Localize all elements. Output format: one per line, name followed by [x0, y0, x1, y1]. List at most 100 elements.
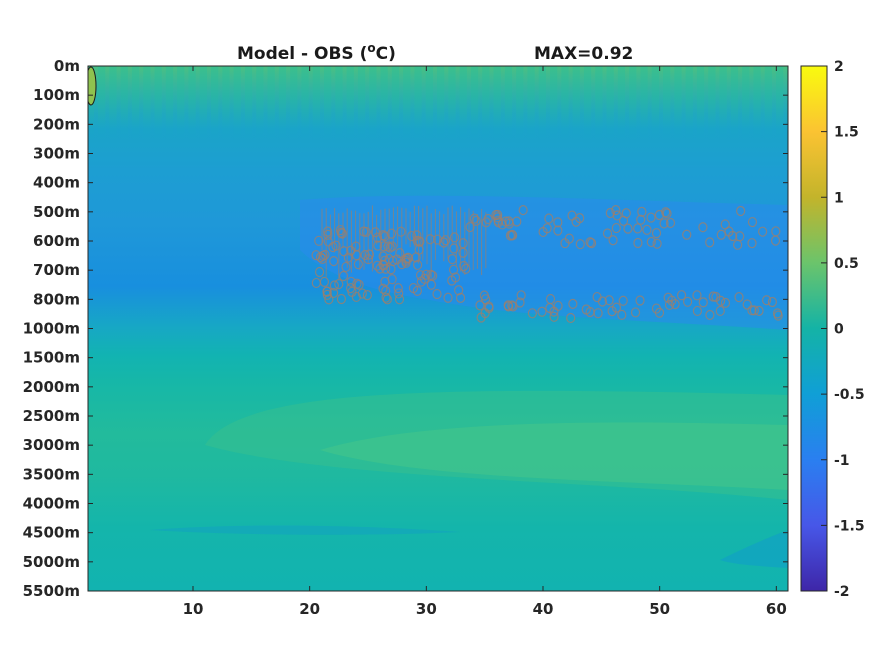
x-tick-label: 30 [416, 600, 437, 618]
contour-glyph [362, 290, 372, 301]
contour-glyph [742, 299, 752, 310]
surface-stripe [772, 66, 776, 146]
contour-glyph [458, 247, 468, 258]
contour-glyph [652, 238, 662, 249]
contour-glyph [593, 308, 603, 319]
y-tick-label: 2500m [23, 407, 80, 425]
contour-glyph [736, 205, 746, 217]
contour-glyph [449, 232, 460, 243]
surface-stripe [207, 66, 211, 146]
contour-glyph [476, 312, 486, 323]
surface-stripe [704, 66, 709, 146]
contour-glyph [636, 214, 646, 225]
surface-stripe [659, 66, 663, 146]
colorbar-ticks: 2 1.5 1 0.5 0 -0.5 -1 -1.5 -2 [821, 59, 865, 600]
surface-stripe [240, 66, 245, 146]
contour-glyph [319, 276, 329, 288]
max-value-label: MAX=0.92 [534, 44, 633, 64]
contour-glyph [447, 275, 457, 286]
contour-glyph [642, 224, 652, 235]
surface-stripe [512, 66, 517, 146]
contour-glyph [754, 305, 764, 316]
surface-stripe [252, 66, 257, 146]
contour-glyph [654, 209, 665, 221]
contour-glyph [382, 294, 392, 305]
y-tick-label: 300m [33, 145, 80, 163]
contour-glyph [322, 289, 332, 300]
contour-glyph [549, 311, 559, 322]
surface-stripe [647, 66, 652, 146]
contour-glyph [479, 290, 489, 301]
contour-glyph [465, 221, 475, 233]
contour-glyph [323, 226, 333, 237]
contour-glyph [403, 252, 413, 263]
contour-glyph [747, 216, 758, 228]
contour-glyph [633, 237, 643, 249]
contour-glyph [715, 305, 725, 317]
contour-glyph [471, 215, 481, 226]
contour-glyph [553, 217, 563, 228]
contour-glyph [646, 212, 656, 223]
contour-glyph [461, 263, 471, 274]
surface-stripe [150, 66, 155, 146]
contour-glyph [346, 276, 356, 287]
contour-glyph [682, 229, 692, 240]
contour-glyph [608, 235, 618, 246]
surface-stripe [139, 66, 144, 146]
contour-glyph [372, 232, 383, 243]
contour-glyph [747, 305, 757, 316]
x-tick-label: 20 [299, 600, 320, 618]
contour-glyph [339, 246, 349, 257]
contour-glyph [351, 250, 362, 261]
contour-glyph [314, 266, 325, 278]
contour-glyph [387, 274, 397, 285]
colorbar-tick-label: 0 [834, 322, 844, 338]
contour-glyph [553, 300, 563, 312]
surface-stripe [692, 66, 697, 146]
contour-glyph [612, 210, 622, 221]
contour-glyph [724, 226, 734, 237]
surface-stripe [489, 66, 494, 146]
x-tick-label: 40 [533, 600, 554, 618]
contour-glyph [381, 263, 391, 274]
contour-glyph [618, 295, 628, 306]
surface-stripe [523, 66, 528, 146]
surface-stripe [591, 66, 596, 146]
x-tick-label: 10 [183, 600, 204, 618]
contour-glyph [611, 222, 621, 234]
contour-glyph [637, 206, 647, 217]
y-tick-label: 4000m [23, 495, 80, 513]
contour-glyph [401, 257, 411, 268]
surface-stripe [184, 66, 189, 146]
contour-glyph [663, 292, 673, 303]
surface-stripe [715, 66, 720, 146]
contour-glyph [716, 229, 726, 240]
contour-glyph [770, 235, 781, 246]
contour-glyph [503, 301, 514, 312]
contour-glyph [393, 283, 403, 294]
surface-stripe [116, 66, 121, 146]
heatmap-area [88, 66, 788, 591]
surface-stripe [263, 66, 268, 146]
colorbar-tick-label: 0.5 [834, 256, 859, 272]
contour-glyph [633, 223, 643, 234]
y-tick-label: 100m [33, 86, 80, 104]
contour-glyph [443, 292, 453, 303]
surface-stripe [421, 66, 426, 146]
y-tick-label: 600m [33, 232, 80, 250]
contour-glyph [665, 217, 676, 229]
contour-glyph [475, 300, 485, 311]
contour-glyph [705, 309, 715, 321]
contour-glyph [692, 290, 702, 301]
surface-stripe [625, 66, 630, 146]
contour-glyph [378, 283, 388, 294]
chart-title: Model - OBS (oC) [237, 41, 396, 64]
contour-glyph [364, 249, 375, 260]
contour-glyph [537, 306, 547, 317]
contour-glyph [566, 312, 576, 324]
contour-glyph [508, 301, 518, 312]
contour-labels [311, 205, 783, 324]
y-tick-label: 3500m [23, 465, 80, 483]
title-unit-tail: C) [376, 44, 396, 64]
